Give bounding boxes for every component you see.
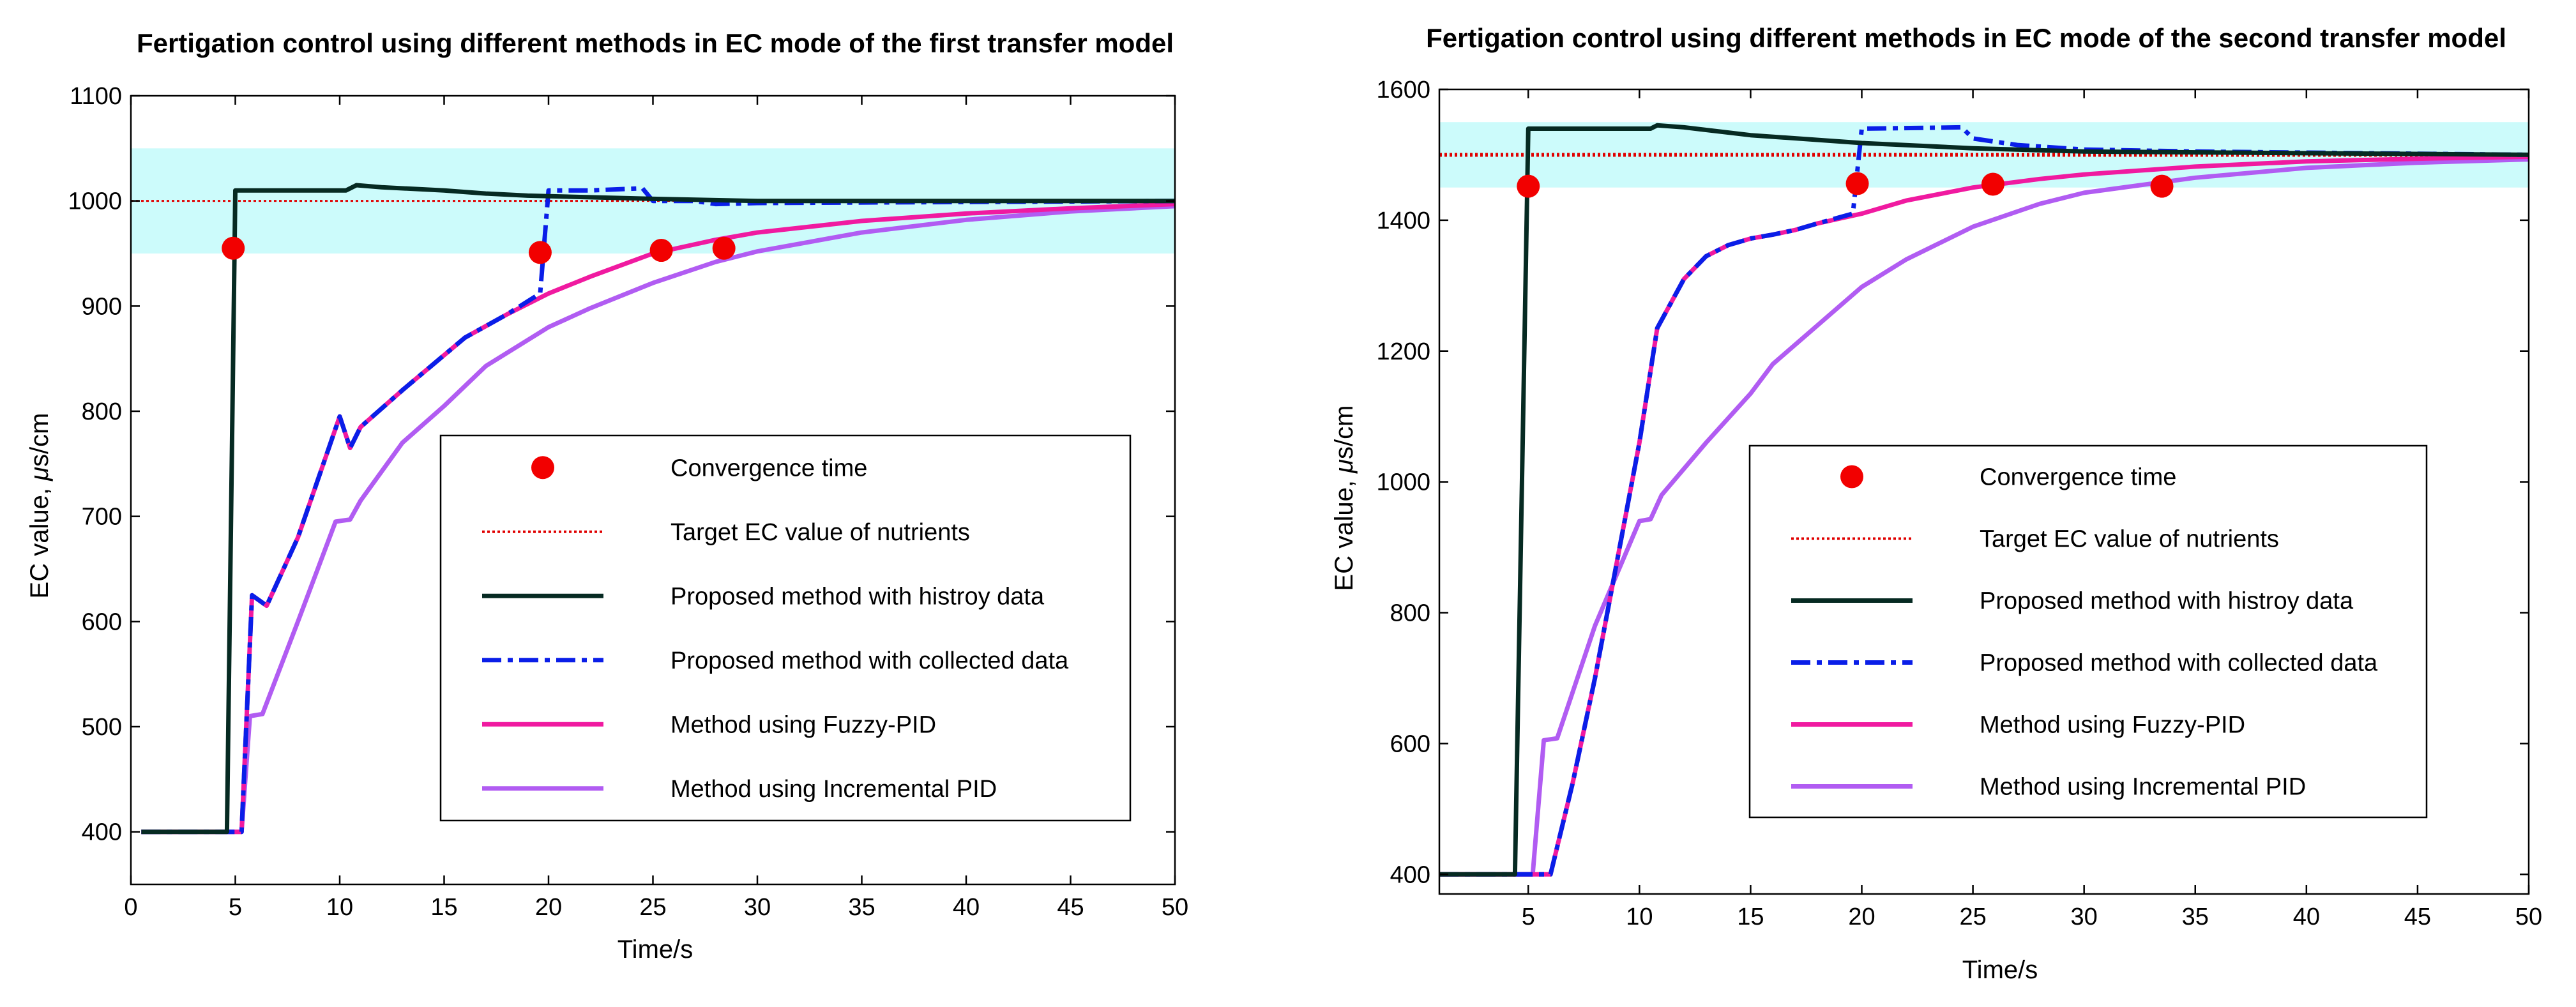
chart-first-transfer-model: Fertigation control using different meth…	[26, 28, 1188, 964]
x-tick-label: 45	[1057, 894, 1084, 921]
axes-frame	[1438, 88, 2530, 895]
y-tick-label: 400	[1390, 861, 1430, 888]
legend-label-collected: Proposed method with collected data	[1980, 650, 2378, 677]
convergence-point-3	[649, 239, 673, 262]
x-tick-label: 20	[535, 894, 562, 921]
x-tick-label: 10	[326, 894, 353, 921]
x-tick-label: 25	[639, 894, 666, 921]
x-tick-label: 30	[744, 894, 771, 921]
chart-second-transfer-model: Fertigation control using different meth…	[1330, 23, 2542, 984]
x-tick-label: 45	[2404, 904, 2431, 930]
series-line-incremental	[141, 204, 1175, 835]
legend-label-fuzzy: Method using Fuzzy-PID	[1980, 712, 2245, 739]
x-tick-label: 15	[1737, 904, 1764, 930]
x-tick-label: 40	[2293, 904, 2320, 930]
x-tick-label: 10	[1626, 904, 1653, 930]
legend-box	[1748, 444, 2428, 819]
legend-label-history: Proposed method with histroy data	[671, 583, 1045, 610]
plot-lines	[1439, 123, 2529, 877]
convergence-point-2	[1845, 172, 1869, 195]
x-tick-label: 30	[2071, 904, 2098, 930]
y-tick-label: 700	[82, 504, 122, 531]
y-tick-label: 1100	[70, 83, 122, 110]
legend-label-target: Target EC value of nutrients	[1980, 526, 2279, 553]
legend-label-convergence: Convergence time	[1980, 464, 2176, 491]
legend-label-convergence: Convergence time	[671, 455, 867, 481]
legend-label-collected: Proposed method with collected data	[671, 647, 1069, 674]
y-tick-label: 800	[1390, 600, 1430, 627]
legend-label-history: Proposed method with histroy data	[1980, 588, 2354, 615]
series-line-incremental	[1439, 157, 2529, 877]
x-tick-label: 20	[1848, 904, 1875, 930]
y-axis-label-prefix: EC value,	[26, 481, 54, 599]
series-line-history	[1439, 123, 2529, 877]
convergence-point-2	[528, 241, 552, 264]
convergence-point-1	[1517, 174, 1540, 198]
legend-swatch-convergence	[531, 456, 554, 480]
x-tick-label: 40	[953, 894, 980, 921]
y-axis-label: EC value, μs/cm	[1330, 405, 1358, 591]
x-axis-label: Time/s	[617, 935, 693, 964]
convergence-point-1	[222, 236, 245, 260]
series-line-collected	[1439, 125, 2529, 877]
x-tick-label: 15	[430, 894, 457, 921]
y-tick-label: 800	[82, 398, 122, 425]
y-tick-label: 600	[1390, 731, 1430, 757]
y-tick-label: 400	[82, 819, 122, 846]
y-tick-label: 1000	[1376, 469, 1430, 496]
x-tick-label: 0	[124, 894, 137, 921]
legend-box	[439, 434, 1132, 822]
y-axis-label-suffix: s/cm	[26, 413, 54, 467]
y-axis-label-suffix: s/cm	[1330, 405, 1358, 459]
y-axis-label: EC value, μs/cm	[26, 413, 54, 599]
y-axis-label-prefix: EC value,	[1330, 473, 1358, 591]
chart-title: Fertigation control using different meth…	[137, 28, 1174, 58]
y-tick-label: 1000	[68, 188, 122, 215]
x-tick-label: 5	[229, 894, 242, 921]
x-tick-label: 35	[848, 894, 875, 921]
y-tick-label: 1400	[1376, 208, 1430, 234]
x-axis-label: Time/s	[1962, 956, 2038, 984]
y-tick-label: 1600	[1376, 77, 1430, 103]
x-tick-label: 5	[1522, 904, 1535, 930]
legend: Convergence time Target EC value of nutri…	[439, 434, 1132, 822]
y-axis-label-mu: μ	[26, 467, 54, 481]
plot-lines	[131, 183, 1175, 835]
convergence-point-3	[1981, 172, 2004, 196]
convergence-point-4	[712, 236, 736, 260]
x-tick-label: 35	[2182, 904, 2209, 930]
legend-label-incremental: Method using Incremental PID	[1980, 774, 2306, 801]
x-tick-label: 25	[1959, 904, 1986, 930]
y-tick-label: 900	[82, 293, 122, 320]
legend-swatch-convergence	[1840, 465, 1863, 488]
legend-label-fuzzy: Method using Fuzzy-PID	[671, 711, 936, 738]
x-tick-label: 50	[1162, 894, 1188, 921]
convergence-point-4	[2150, 174, 2174, 198]
series-line-history	[141, 183, 1175, 835]
y-tick-label: 500	[82, 714, 122, 741]
y-tick-label: 600	[82, 609, 122, 635]
y-tick-label: 1200	[1376, 338, 1430, 365]
y-axis-label-mu: μ	[1330, 459, 1358, 474]
legend-label-target: Target EC value of nutrients	[671, 519, 970, 546]
x-tick-label: 50	[2515, 904, 2542, 930]
chart-title: Fertigation control using different meth…	[1426, 23, 2506, 53]
legend: Convergence time Target EC value of nutri…	[1748, 444, 2428, 819]
legend-label-incremental: Method using Incremental PID	[671, 776, 997, 803]
